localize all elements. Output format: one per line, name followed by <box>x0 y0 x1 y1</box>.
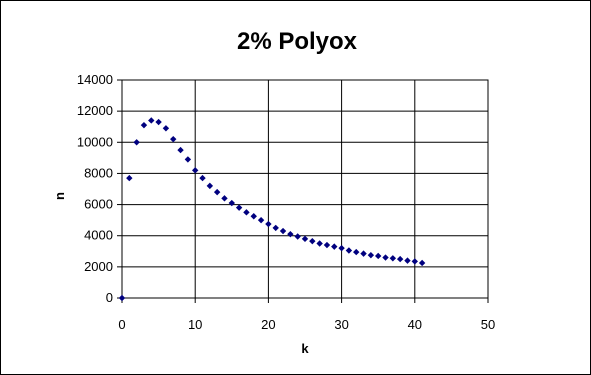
data-point <box>170 135 177 143</box>
x-tick-label: 20 <box>261 317 275 332</box>
data-points <box>118 117 426 302</box>
data-point <box>345 247 353 254</box>
data-point <box>382 254 389 261</box>
data-point <box>265 220 272 228</box>
data-point <box>396 255 404 263</box>
data-point <box>323 241 331 249</box>
plot-area <box>121 79 489 299</box>
data-point <box>133 139 140 146</box>
data-point <box>338 244 345 252</box>
data-point <box>192 167 199 174</box>
data-point <box>294 233 301 240</box>
y-tick-label: 4000 <box>84 228 113 243</box>
data-point <box>228 199 235 207</box>
y-tick-label: 2000 <box>84 259 113 274</box>
data-point <box>411 258 418 265</box>
data-point <box>140 121 148 129</box>
data-point <box>316 240 323 247</box>
data-point <box>250 213 257 220</box>
data-point <box>243 209 250 216</box>
data-point <box>184 156 192 163</box>
x-tick-label: 30 <box>334 317 348 332</box>
y-tick-label: 0 <box>106 290 113 305</box>
data-point <box>367 251 375 259</box>
chart-title: 2% Polyox <box>237 28 358 55</box>
x-tick-label: 10 <box>188 317 202 332</box>
data-point <box>206 182 214 190</box>
data-point <box>235 204 243 211</box>
data-point <box>287 230 294 238</box>
data-point <box>309 237 316 245</box>
gridlines <box>122 80 488 298</box>
y-tick-label: 8000 <box>84 165 113 180</box>
y-tick-label: 12000 <box>77 103 113 118</box>
data-point <box>148 117 155 124</box>
y-axis-label: n <box>52 192 67 200</box>
data-point <box>389 255 397 262</box>
data-point <box>375 252 382 260</box>
y-tick-label: 10000 <box>77 134 113 149</box>
data-point <box>155 118 162 126</box>
x-tick-label: 0 <box>118 317 125 332</box>
data-point <box>353 248 360 256</box>
data-point <box>272 224 279 232</box>
data-point <box>199 174 206 182</box>
x-tick-label: 40 <box>408 317 422 332</box>
data-point <box>331 243 338 250</box>
y-tick-label: 6000 <box>84 197 113 212</box>
data-point <box>279 227 287 235</box>
data-point <box>221 195 228 202</box>
data-point <box>162 125 170 132</box>
data-point <box>418 259 426 267</box>
x-axis-label: k <box>301 341 309 356</box>
y-tick-labels: 0 2000 4000 6000 8000 10000 12000 14000 <box>77 72 113 305</box>
data-point <box>404 257 411 264</box>
y-tick-label: 14000 <box>77 72 113 87</box>
x-tick-labels: 0 10 20 30 40 50 <box>118 317 495 332</box>
data-point <box>118 294 126 302</box>
data-point <box>126 174 133 182</box>
data-point <box>213 188 221 196</box>
data-point <box>177 146 184 154</box>
x-tick-label: 50 <box>481 317 495 332</box>
data-point <box>257 216 265 224</box>
data-point <box>301 235 309 243</box>
data-point <box>360 250 367 257</box>
